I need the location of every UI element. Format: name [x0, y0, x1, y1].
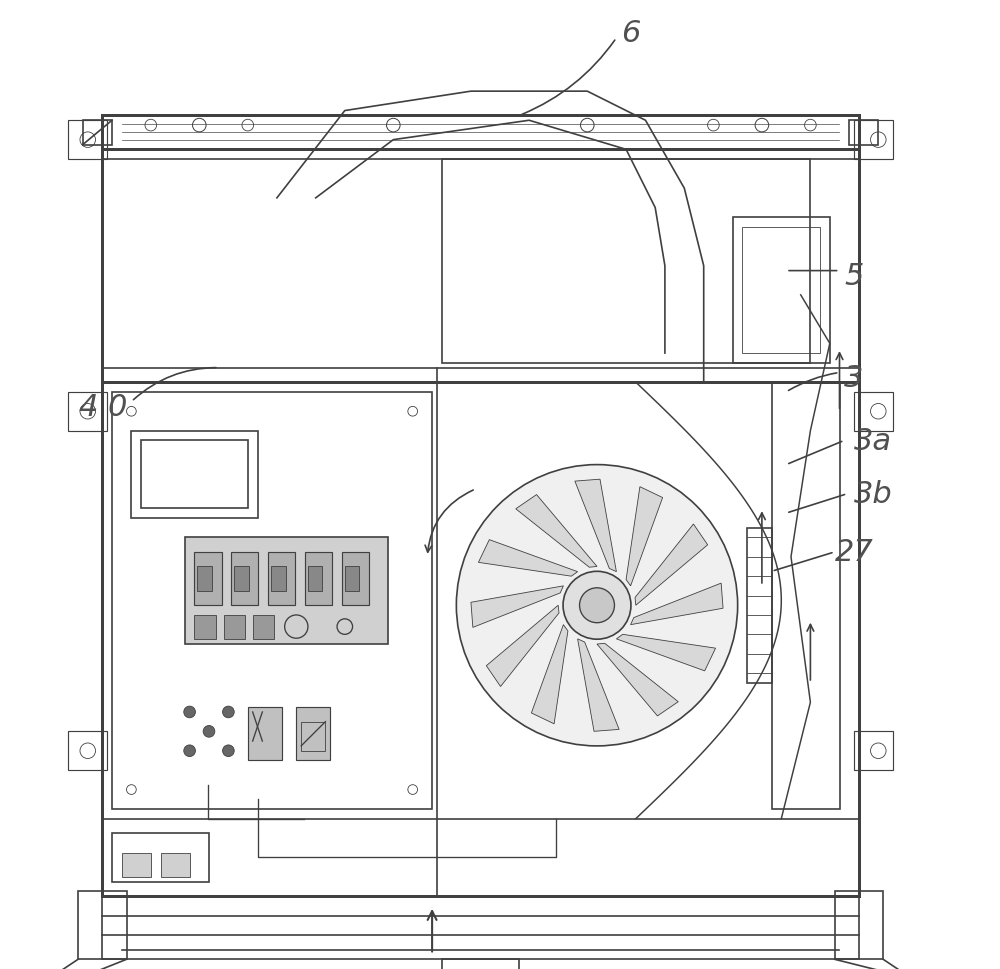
Text: 3: 3	[844, 363, 864, 392]
Text: 6: 6	[621, 19, 641, 48]
Circle shape	[184, 745, 195, 757]
Circle shape	[184, 706, 195, 718]
Bar	[194, 615, 216, 640]
Text: 0: 0	[107, 392, 127, 422]
Bar	[854, 392, 893, 431]
Bar	[224, 615, 245, 640]
Polygon shape	[516, 495, 597, 568]
Bar	[271, 567, 286, 591]
Circle shape	[223, 745, 234, 757]
Text: 5: 5	[844, 262, 864, 291]
Bar	[345, 567, 359, 591]
Bar	[197, 567, 212, 591]
Bar	[68, 732, 107, 770]
Bar	[849, 121, 878, 145]
Polygon shape	[486, 606, 559, 687]
Bar	[442, 959, 519, 969]
Bar	[733, 218, 830, 363]
Polygon shape	[478, 540, 578, 577]
Bar	[112, 833, 209, 882]
Circle shape	[580, 588, 614, 623]
Bar	[308, 567, 322, 591]
Bar	[141, 441, 248, 509]
Bar	[68, 121, 107, 160]
Circle shape	[223, 706, 234, 718]
Bar	[296, 707, 330, 761]
Circle shape	[203, 726, 215, 737]
Bar	[83, 121, 112, 145]
Text: 27: 27	[835, 538, 873, 567]
Polygon shape	[626, 487, 663, 586]
Polygon shape	[575, 480, 616, 572]
Circle shape	[563, 572, 631, 640]
Bar	[102, 896, 859, 959]
Bar	[248, 707, 282, 761]
Bar	[194, 552, 222, 606]
Bar	[854, 732, 893, 770]
Bar	[305, 552, 332, 606]
Bar	[161, 853, 190, 877]
Bar	[102, 116, 859, 150]
Polygon shape	[616, 635, 716, 672]
Bar	[131, 431, 258, 518]
Text: 3a: 3a	[854, 426, 893, 455]
Bar	[78, 891, 127, 959]
Circle shape	[456, 465, 738, 746]
Bar	[231, 552, 258, 606]
Text: 3b: 3b	[854, 480, 893, 509]
Polygon shape	[635, 524, 708, 606]
Bar	[772, 383, 840, 809]
Polygon shape	[631, 583, 723, 625]
Bar	[185, 538, 388, 644]
Bar	[747, 528, 772, 683]
Bar	[442, 160, 810, 363]
Polygon shape	[531, 625, 568, 724]
Bar	[835, 891, 883, 959]
Bar	[742, 228, 820, 354]
Bar	[102, 150, 859, 896]
Bar	[122, 853, 151, 877]
Bar	[301, 722, 325, 751]
Bar	[342, 552, 369, 606]
Bar	[854, 121, 893, 160]
Polygon shape	[578, 640, 619, 732]
Bar	[68, 392, 107, 431]
Bar	[112, 392, 432, 809]
Bar	[268, 552, 295, 606]
Polygon shape	[597, 643, 678, 716]
Bar	[234, 567, 249, 591]
Polygon shape	[471, 586, 563, 628]
Text: 4: 4	[78, 392, 97, 422]
Bar	[253, 615, 274, 640]
